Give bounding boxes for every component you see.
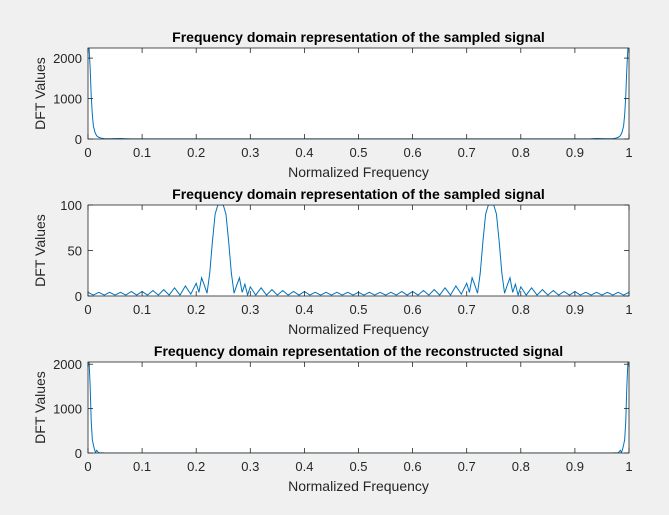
y-tick-label: 100 [60,198,82,213]
x-tick-label: 0.5 [349,145,367,160]
y-axis-label: DFT Values [32,57,48,130]
x-tick-label: 0.9 [566,459,584,474]
plot-area [88,48,629,139]
x-tick-label: 1 [625,459,632,474]
x-tick-label: 0.2 [187,302,205,317]
x-tick-label: 0 [84,459,91,474]
x-axis-label: Normalized Frequency [288,321,429,337]
x-tick-label: 1 [625,302,632,317]
x-tick-label: 0 [84,302,91,317]
y-tick-label: 0 [75,446,82,461]
x-tick-label: 0.1 [133,145,151,160]
y-tick-label: 0 [75,132,82,147]
chart-title: Frequency domain representation of the s… [172,186,545,202]
x-tick-label: 0.2 [187,459,205,474]
y-tick-label: 1000 [53,402,82,417]
x-tick-label: 0.1 [133,302,151,317]
x-tick-label: 0.5 [349,302,367,317]
y-axis-label: DFT Values [32,214,48,287]
x-tick-label: 0.7 [458,145,476,160]
x-axis-label: Normalized Frequency [288,478,429,494]
x-tick-label: 0.9 [566,145,584,160]
x-tick-label: 0.6 [404,302,422,317]
x-tick-label: 0.3 [241,145,259,160]
x-axis-label: Normalized Frequency [288,164,429,180]
y-tick-label: 2000 [53,51,82,66]
x-tick-label: 0.3 [241,302,259,317]
subplot-1: 0 0.1 0.2 0.3 0.4 0.5 0.6 0.7 0.8 0.9 1 0 1000 2000 Fr… [32,29,633,180]
x-tick-label: 0.7 [458,459,476,474]
x-tick-label: 0.3 [241,459,259,474]
x-tick-label: 0.4 [295,302,313,317]
x-tick-label: 0.6 [404,145,422,160]
y-tick-label: 50 [68,244,82,259]
plot-area [88,362,629,453]
x-tick-label: 0.4 [295,459,313,474]
subplot-3: 0 0.1 0.2 0.3 0.4 0.5 0.6 0.7 0.8 0.9 1 0 1000 2000 Fr… [32,343,633,494]
x-tick-label: 0.1 [133,459,151,474]
x-tick-label: 0 [84,145,91,160]
x-tick-label: 0.8 [512,302,530,317]
chart-title: Frequency domain representation of the s… [172,29,545,45]
chart-title: Frequency domain representation of the r… [154,343,563,359]
x-tick-label: 0.2 [187,145,205,160]
x-tick-label: 0.9 [566,302,584,317]
y-axis-label: DFT Values [32,371,48,444]
plot-area [88,205,629,296]
x-tick-label: 0.8 [512,459,530,474]
y-tick-label: 2000 [53,357,82,372]
x-tick-label: 0.8 [512,145,530,160]
x-tick-label: 1 [625,145,632,160]
x-tick-label: 0.7 [458,302,476,317]
x-tick-label: 0.6 [404,459,422,474]
x-tick-label: 0.4 [295,145,313,160]
x-tick-label: 0.5 [349,459,367,474]
y-tick-label: 1000 [53,92,82,107]
subplot-2: 0 0.1 0.2 0.3 0.4 0.5 0.6 0.7 0.8 0.9 1 0 50 100 Frequ… [32,186,633,337]
y-tick-label: 0 [75,289,82,304]
